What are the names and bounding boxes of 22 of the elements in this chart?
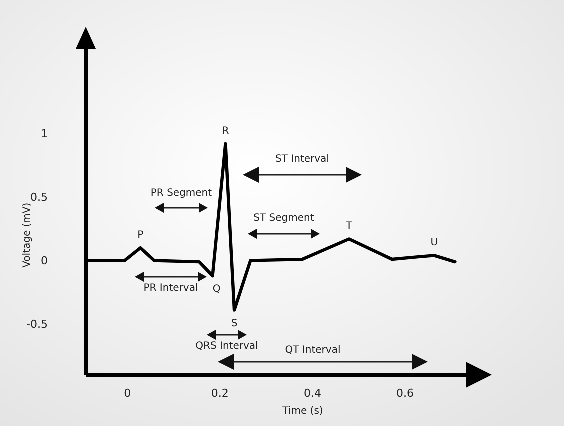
annotation: PR Segment [150, 188, 212, 199]
x-tick-label: 0.6 [396, 386, 414, 400]
y-tick-label: 0.5 [30, 190, 48, 204]
annotation: QRS Interval [196, 341, 258, 352]
x-tick-label: 0.4 [304, 386, 322, 400]
x-tick-label: 0.2 [211, 386, 229, 400]
annotation: PR Interval [144, 283, 198, 294]
y-axis-title: Voltage (mV) [22, 202, 33, 268]
y-tick-label: 1 [41, 127, 48, 140]
annotation: U [430, 238, 438, 249]
annotation: P [138, 230, 144, 242]
annotation: ST Interval [276, 154, 330, 165]
annotation: T [345, 221, 354, 232]
x-axis-title: Time (s) [282, 406, 324, 417]
annotation: QT Interval [285, 345, 341, 356]
annotation: S [231, 318, 238, 330]
x-tick-label: 0 [124, 386, 132, 400]
annotation: ST Segment [254, 213, 314, 224]
annotation: R [222, 126, 230, 137]
y-tick-label: 0 [41, 254, 48, 268]
annotation: Q [212, 284, 221, 295]
y-tick-label: -0.5 [26, 318, 48, 331]
